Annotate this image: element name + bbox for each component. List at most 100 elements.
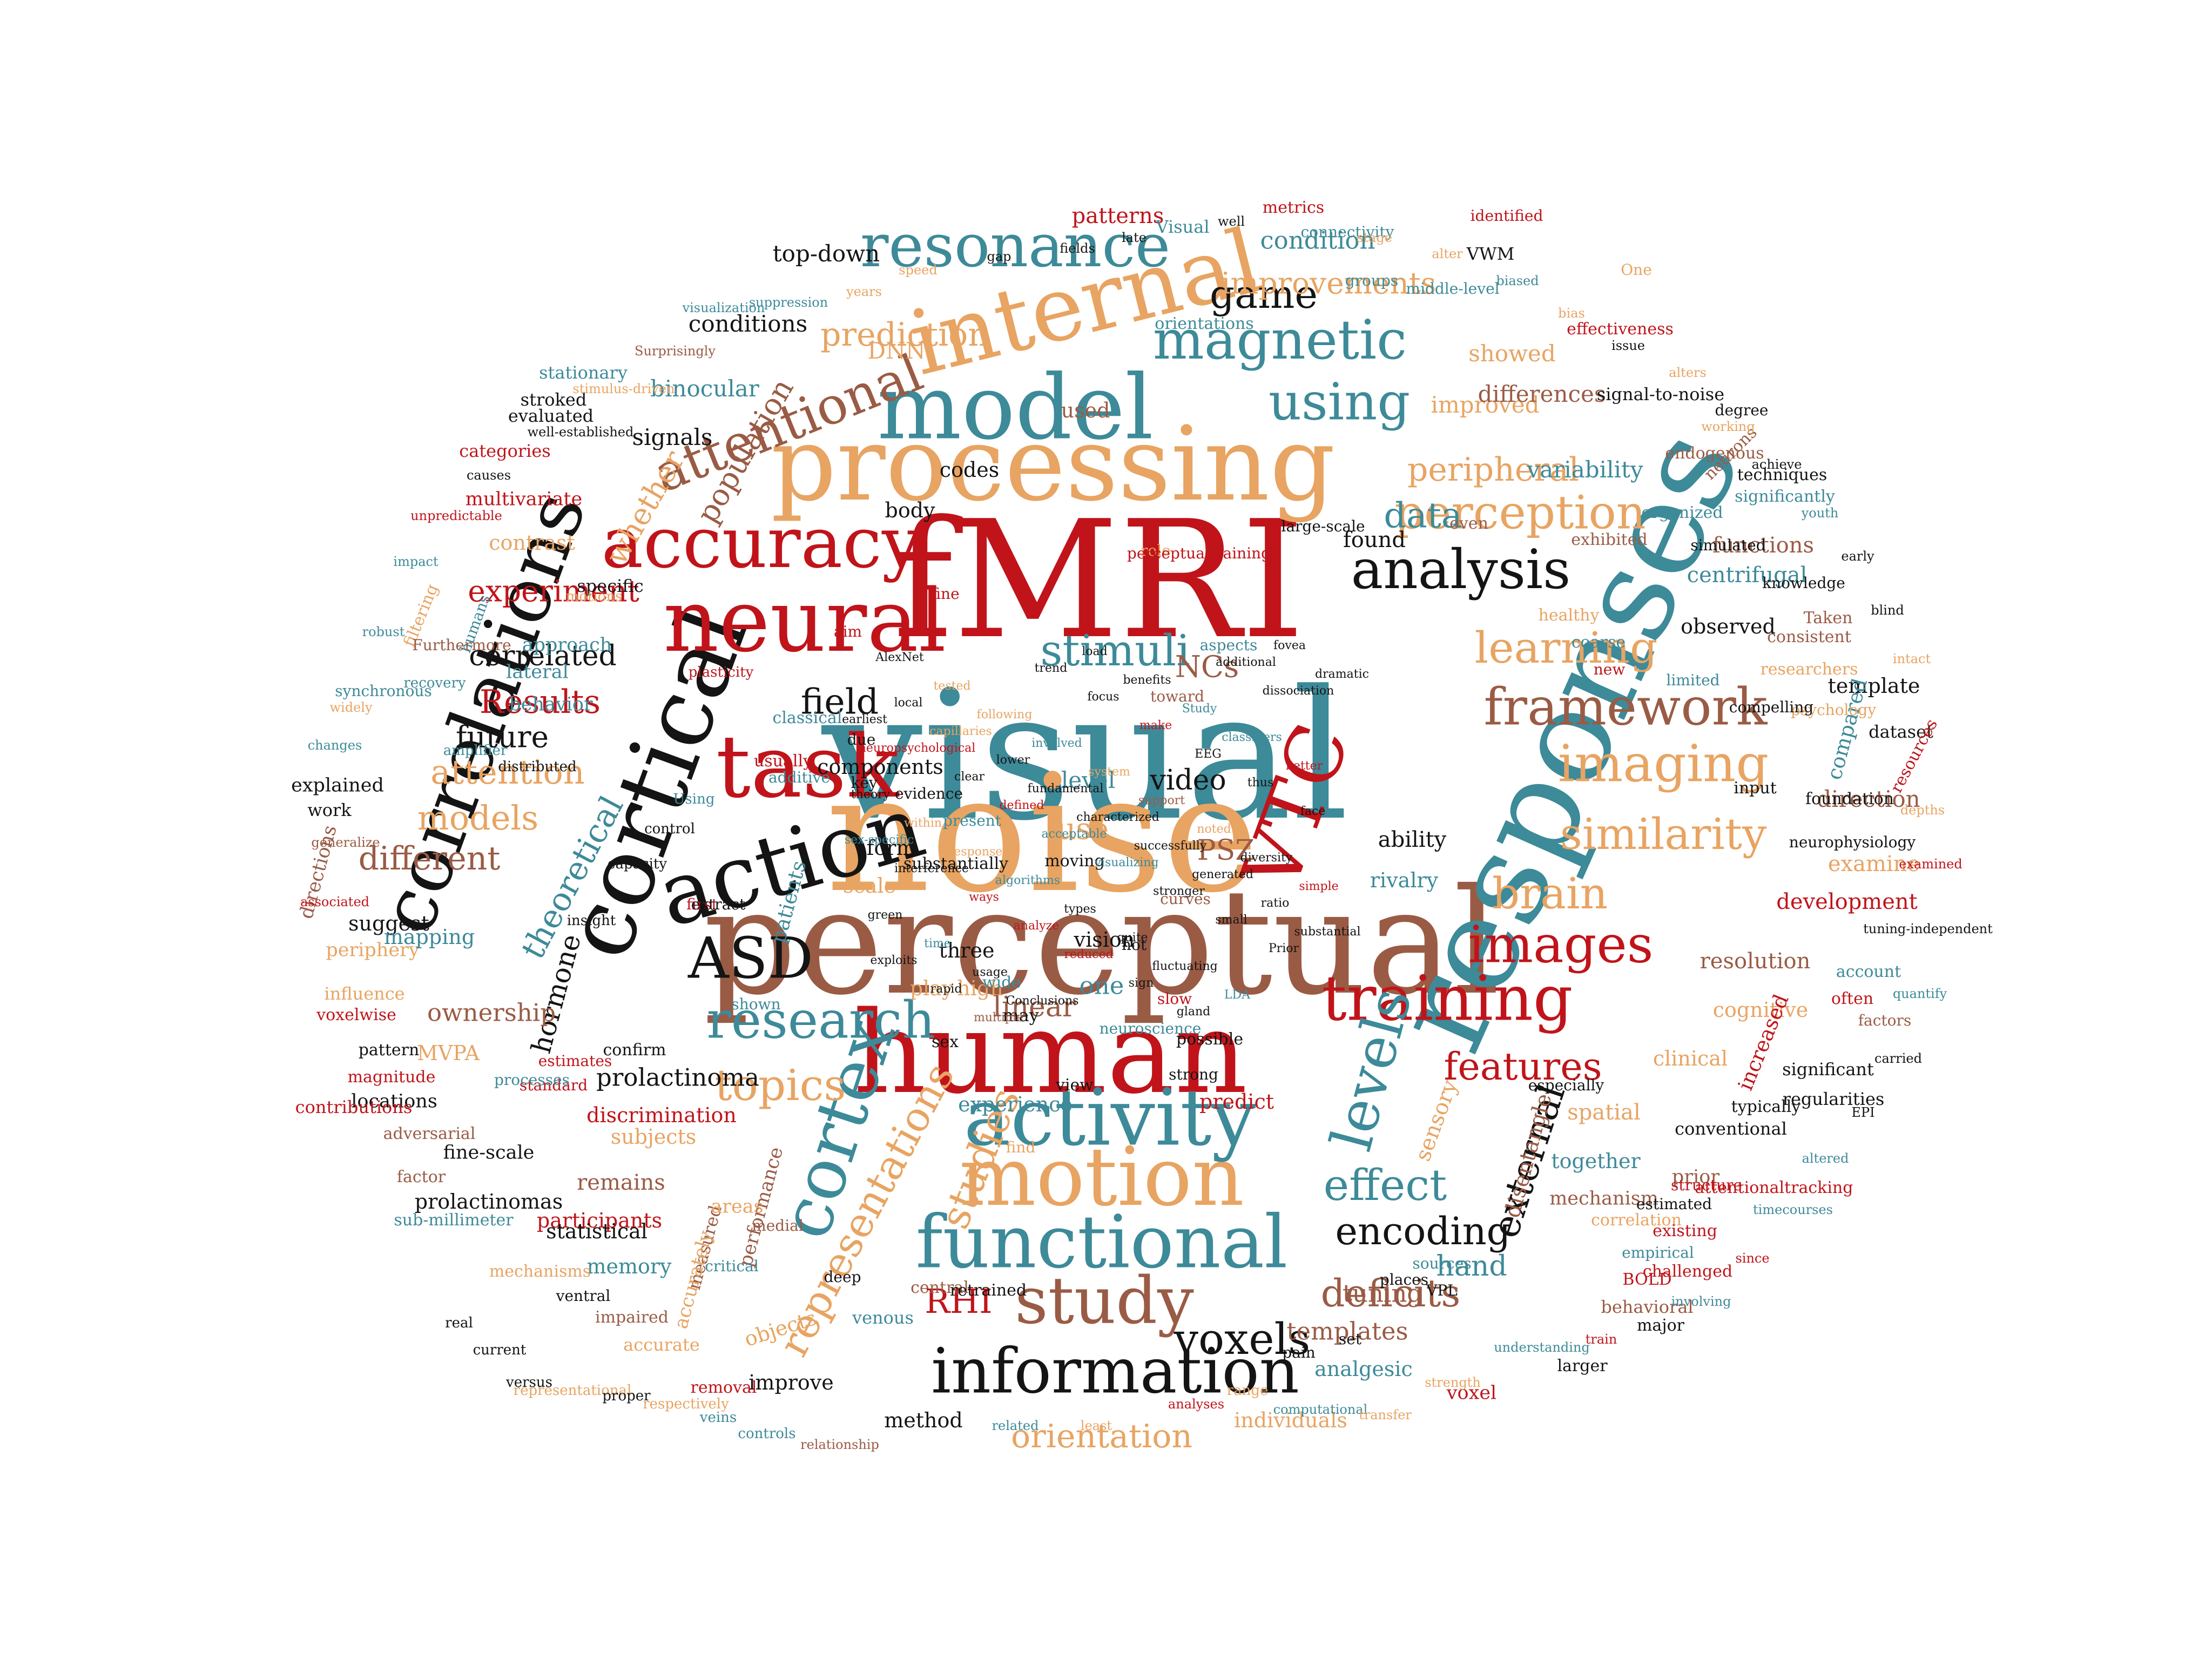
word-ncs: NCs [1175, 649, 1239, 684]
word-generalize: generalize [311, 835, 380, 850]
word-theory: theory [851, 788, 891, 801]
word-contributions: contributions [295, 1097, 413, 1117]
word-information: information [931, 1335, 1299, 1408]
word-youth: youth [1801, 505, 1839, 521]
word-clinical: clinical [1653, 1047, 1728, 1070]
word-hot: hot [1121, 936, 1147, 954]
word-coarse: coarse [1571, 633, 1626, 652]
word-processes: processes [494, 1071, 570, 1089]
word-identified: identified [1470, 207, 1543, 225]
word-participants: participants [536, 1209, 663, 1232]
word-neuroscience: neuroscience [1099, 1020, 1202, 1037]
word-work: work [307, 800, 352, 820]
word-exhibited: exhibited [1571, 530, 1648, 549]
word-multiple: multiple [973, 1011, 1024, 1024]
word-ratio: ratio [1260, 896, 1290, 910]
word-analgesic: analgesic [1314, 1357, 1413, 1381]
word-study: study [1015, 1264, 1194, 1339]
word-view: view [1056, 1076, 1094, 1095]
word-sex: sex [931, 1033, 959, 1051]
word-examined: examined [1899, 857, 1963, 872]
word-small: small [1215, 913, 1247, 927]
word-statistical: statistical [546, 1219, 648, 1243]
word-depths: depths [1900, 802, 1945, 818]
word-interference: interference [894, 862, 969, 875]
word-stage: stage [1357, 230, 1392, 245]
word-speed: speed [899, 262, 938, 278]
word-robust: robust [362, 624, 405, 639]
word-simple: simple [1299, 880, 1339, 893]
word-exploits: exploits [870, 954, 918, 967]
word-topics: topics [714, 1060, 846, 1110]
word-direction: direction [1817, 786, 1920, 812]
word-stroked: stroked [520, 389, 587, 410]
word-multivariate: multivariate [465, 488, 583, 510]
word-using: Using [673, 791, 715, 807]
word-imaging: imaging [1557, 734, 1769, 794]
word-defined: defined [999, 799, 1044, 812]
word-visualization: visualization [682, 300, 765, 315]
word-transfer: transfer [1359, 1407, 1412, 1422]
word-dnn: DNN [867, 338, 926, 364]
word-found: found [1343, 528, 1406, 552]
word-play: play [909, 976, 954, 1000]
word-earliest: earliest [842, 713, 887, 726]
word-significantly: significantly [1735, 487, 1835, 506]
word-approach: approach [522, 634, 612, 656]
word-accuracy: accuracy [601, 502, 922, 584]
word-larger: larger [1557, 1357, 1608, 1375]
word-rivalry: rivalry [1370, 868, 1439, 892]
word-train: train [1585, 1332, 1617, 1347]
word-experience: experience [958, 1092, 1073, 1116]
word-ventral: ventral [556, 1287, 611, 1305]
word-quantify: quantify [1892, 986, 1947, 1001]
word-prediction: prediction [820, 316, 989, 354]
word-synchronous: synchronous [335, 682, 432, 700]
word-functions: functions [1712, 533, 1814, 558]
word-fovea: fovea [1273, 639, 1306, 652]
word-endogenous: endogenous [1665, 444, 1764, 463]
word-future: future [455, 719, 549, 754]
word-taken: Taken [1803, 609, 1853, 628]
word-ownership: ownership [427, 998, 556, 1027]
word-strength: strength [1425, 1375, 1481, 1390]
word-early: early [1841, 549, 1874, 564]
word-observed: observed [1681, 615, 1776, 638]
word-recovery: recovery [403, 675, 466, 691]
word-gland: gland [1176, 1005, 1211, 1019]
word-typically: typically [1731, 1097, 1801, 1116]
word-model: model [877, 355, 1154, 460]
word-models: models [417, 798, 539, 838]
word-healthy: healthy [1538, 606, 1600, 625]
word-classical: classical [772, 709, 842, 727]
word-one: One [1621, 261, 1652, 279]
word-learning: learning [1474, 623, 1658, 673]
word-analysis: analysis [1351, 538, 1571, 601]
word-role: role [1141, 542, 1171, 559]
word-correlation: correlation [1591, 1211, 1682, 1230]
word-tuning: tuning [1342, 1279, 1423, 1308]
word-mechanism: mechanism [1549, 1188, 1658, 1210]
word-toward: toward [1150, 687, 1205, 705]
word-involved: involved [1031, 737, 1082, 750]
word-scale: scale [842, 874, 896, 898]
word-cognitive: cognitive [1712, 998, 1809, 1022]
word-mvpa: MVPA [417, 1041, 480, 1065]
word-aim: aim [833, 623, 862, 640]
word-issue: issue [1611, 338, 1645, 353]
word-binocular: binocular [650, 375, 759, 402]
word-metrics: metrics [1262, 198, 1325, 217]
word-computational: computational [1273, 1402, 1368, 1417]
word-locations: locations [351, 1090, 437, 1112]
word-processing: processing [771, 404, 1336, 524]
word-major: major [1636, 1316, 1685, 1335]
word-successfully: successfully [1134, 839, 1207, 853]
word-resolution: resolution [1700, 949, 1811, 974]
word-biased: biased [1496, 273, 1539, 288]
word-input: input [1734, 779, 1777, 798]
word-epi: EPI [1851, 1105, 1875, 1120]
word-unpredictable: unpredictable [410, 508, 502, 523]
word-tuning-independent: tuning-independent [1863, 921, 1993, 936]
word-understanding: understanding [1494, 1340, 1590, 1355]
